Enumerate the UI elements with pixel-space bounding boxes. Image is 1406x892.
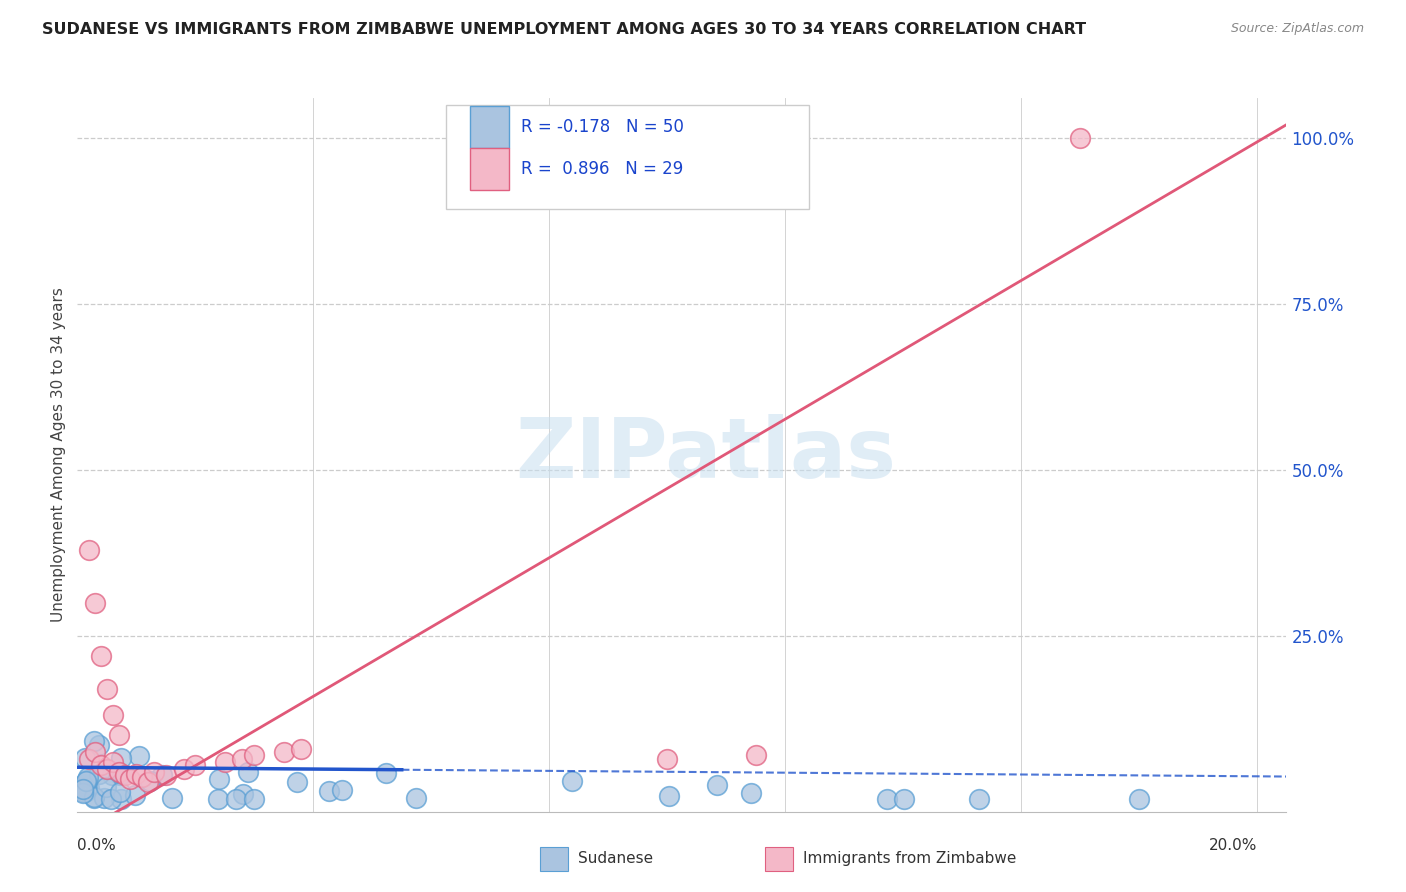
Point	[375, 765, 398, 780]
Point	[76, 784, 98, 798]
Point	[236, 765, 259, 780]
Text: Source: ZipAtlas.com: Source: ZipAtlas.com	[1230, 22, 1364, 36]
Text: R =  0.896   N = 29: R = 0.896 N = 29	[522, 160, 683, 178]
Point	[77, 751, 100, 765]
Point	[160, 791, 183, 805]
Point	[231, 751, 253, 765]
Point	[83, 789, 105, 804]
Point	[101, 768, 124, 782]
Point	[110, 751, 132, 765]
Y-axis label: Unemployment Among Ages 30 to 34 years: Unemployment Among Ages 30 to 34 years	[51, 287, 66, 623]
Point	[155, 768, 177, 782]
FancyBboxPatch shape	[540, 847, 568, 871]
Point	[893, 792, 915, 806]
Text: SUDANESE VS IMMIGRANTS FROM ZIMBABWE UNEMPLOYMENT AMONG AGES 30 TO 34 YEARS CORR: SUDANESE VS IMMIGRANTS FROM ZIMBABWE UNE…	[42, 22, 1087, 37]
Point	[72, 786, 94, 800]
Point	[120, 772, 142, 786]
Point	[84, 596, 107, 610]
FancyBboxPatch shape	[765, 847, 793, 871]
Point	[75, 774, 97, 789]
Point	[173, 762, 195, 776]
Point	[75, 777, 97, 791]
Point	[83, 791, 105, 805]
Point	[77, 780, 100, 795]
Point	[143, 764, 166, 779]
Point	[225, 792, 247, 806]
FancyBboxPatch shape	[446, 105, 808, 209]
Point	[111, 767, 134, 781]
Point	[77, 542, 100, 557]
Point	[131, 770, 153, 784]
Point	[273, 745, 295, 759]
Point	[318, 784, 340, 798]
Point	[107, 764, 129, 779]
Point	[101, 755, 124, 769]
Point	[114, 768, 136, 782]
Point	[89, 739, 111, 753]
Point	[208, 772, 231, 787]
Point	[744, 748, 766, 763]
Point	[560, 773, 582, 788]
Point	[706, 778, 728, 792]
Point	[1069, 131, 1091, 145]
Point	[657, 751, 679, 765]
Point	[184, 758, 207, 772]
Point	[101, 708, 124, 723]
Point	[139, 774, 162, 789]
Point	[83, 734, 105, 748]
Point	[84, 745, 107, 759]
Point	[207, 792, 229, 806]
Point	[108, 785, 131, 799]
Point	[110, 792, 132, 806]
Point	[214, 755, 236, 769]
Text: 0.0%: 0.0%	[77, 838, 117, 854]
Point	[1128, 792, 1150, 806]
Point	[967, 792, 990, 806]
Point	[87, 766, 110, 780]
Point	[285, 775, 308, 789]
Point	[73, 785, 96, 799]
Point	[93, 791, 115, 805]
Point	[128, 749, 150, 764]
Text: R = -0.178   N = 50: R = -0.178 N = 50	[522, 118, 683, 136]
Point	[232, 787, 254, 801]
Point	[330, 783, 353, 797]
Point	[94, 780, 117, 794]
Point	[243, 748, 266, 763]
Point	[72, 778, 94, 792]
Point	[76, 773, 98, 788]
Point	[107, 728, 129, 742]
Point	[96, 681, 118, 696]
Text: 20.0%: 20.0%	[1209, 838, 1257, 854]
Point	[136, 775, 159, 789]
Point	[90, 648, 112, 663]
Point	[658, 789, 681, 804]
Point	[405, 791, 427, 805]
Point	[90, 758, 112, 772]
Point	[124, 788, 146, 802]
Point	[100, 792, 122, 806]
Text: Sudanese: Sudanese	[578, 851, 652, 866]
Point	[740, 786, 762, 800]
Point	[125, 767, 148, 781]
Point	[75, 750, 97, 764]
Point	[72, 782, 94, 797]
FancyBboxPatch shape	[470, 105, 509, 148]
Point	[110, 768, 132, 782]
Point	[150, 768, 173, 782]
Point	[876, 792, 898, 806]
Point	[96, 762, 118, 776]
Text: ZIPatlas: ZIPatlas	[516, 415, 897, 495]
Point	[290, 741, 312, 756]
Point	[76, 770, 98, 784]
FancyBboxPatch shape	[470, 147, 509, 190]
Point	[242, 791, 264, 805]
Text: Immigrants from Zimbabwe: Immigrants from Zimbabwe	[803, 851, 1017, 866]
Point	[72, 780, 94, 795]
